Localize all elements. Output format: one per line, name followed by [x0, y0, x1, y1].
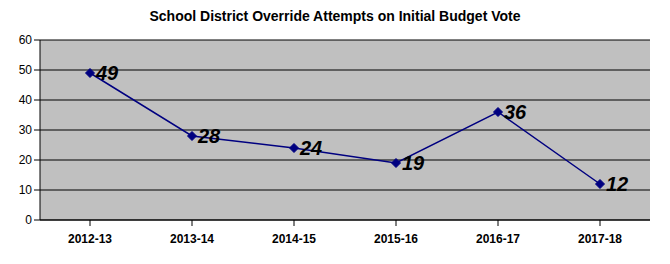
svg-text:2014-15: 2014-15 — [272, 232, 316, 246]
svg-text:2013-14: 2013-14 — [170, 232, 214, 246]
svg-text:2016-17: 2016-17 — [476, 232, 520, 246]
svg-text:40: 40 — [19, 93, 33, 107]
svg-text:0: 0 — [25, 213, 32, 227]
svg-text:19: 19 — [402, 152, 425, 174]
svg-text:20: 20 — [19, 153, 33, 167]
svg-text:36: 36 — [504, 101, 527, 123]
svg-text:24: 24 — [299, 137, 322, 159]
svg-text:30: 30 — [19, 123, 33, 137]
svg-text:2012-13: 2012-13 — [68, 232, 112, 246]
html-text:School District Override Attem: School District Override Attempts on Ini… — [149, 8, 521, 24]
svg-text:12: 12 — [606, 173, 628, 195]
svg-text:10: 10 — [19, 183, 33, 197]
svg-text:28: 28 — [197, 125, 221, 147]
svg-text:60: 60 — [19, 33, 33, 47]
svg-text:50: 50 — [19, 63, 33, 77]
svg-text:2015-16: 2015-16 — [374, 232, 418, 246]
svg-text:49: 49 — [95, 62, 119, 84]
svg-text:2017-18: 2017-18 — [578, 232, 622, 246]
